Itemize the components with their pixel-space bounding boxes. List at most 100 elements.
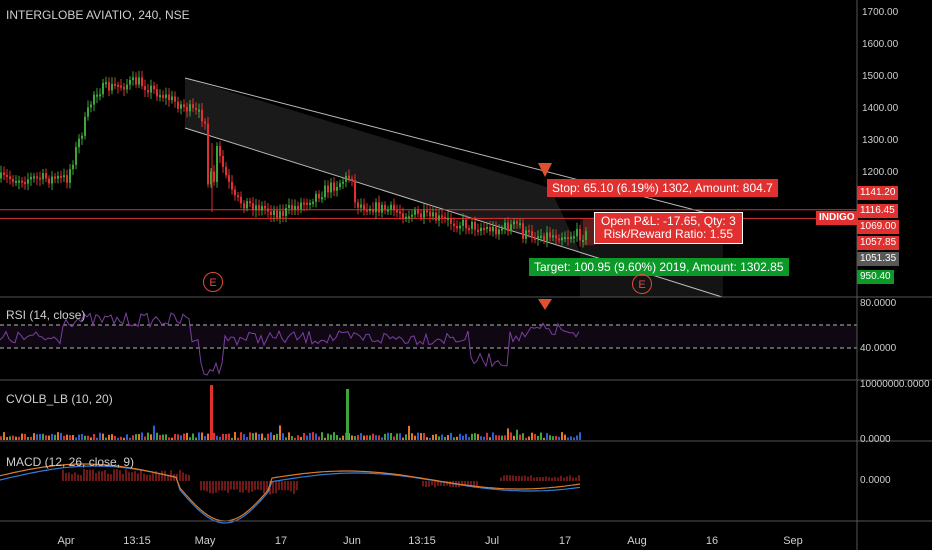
volume-bar <box>564 434 566 440</box>
volume-bar <box>24 433 26 440</box>
volume-bar <box>546 433 548 440</box>
candle-body <box>294 205 296 210</box>
volume-bar <box>558 436 560 440</box>
candle-body <box>309 202 311 205</box>
candle-body <box>63 175 65 178</box>
candle-body <box>84 116 86 136</box>
candle-body <box>282 211 284 216</box>
candle-body <box>96 94 98 97</box>
candle-body <box>171 96 173 101</box>
volume-bar <box>195 437 197 440</box>
pnl-line-1: Open P&L: -17.65, Qty: 3 <box>601 214 736 228</box>
target-label[interactable]: Target: 100.95 (9.60%) 2019, Amount: 130… <box>529 258 789 276</box>
volume-bar <box>465 433 467 440</box>
volume-bar <box>270 432 272 440</box>
candle-body <box>423 210 425 218</box>
time-tick: 17 <box>274 535 288 547</box>
volume-bar <box>183 433 185 440</box>
rsi-tick: 80.0000 <box>860 298 897 309</box>
candle-body <box>492 226 494 232</box>
candle-body <box>567 237 569 240</box>
volume-bar <box>405 434 407 440</box>
candle-body <box>36 176 38 179</box>
candle-body <box>543 235 545 241</box>
candle-body <box>348 175 350 179</box>
volume-bar <box>513 435 515 440</box>
symbol-badge[interactable]: INDIGO <box>816 211 858 225</box>
volume-bar <box>408 425 410 440</box>
earnings-event-marker[interactable]: E <box>203 272 223 292</box>
candle-body <box>99 94 101 97</box>
time-tick: 13:15 <box>123 535 151 547</box>
candle-body <box>456 225 458 229</box>
candle-body <box>210 171 212 185</box>
candle-body <box>495 226 497 235</box>
volume-bar <box>12 435 14 440</box>
volume-bar <box>156 432 158 440</box>
volume-bar <box>291 436 293 440</box>
volume-bar <box>336 435 338 440</box>
volume-bar <box>63 435 65 440</box>
candle-body <box>381 204 383 213</box>
volume-bar <box>168 437 170 440</box>
volume-bar <box>450 432 452 440</box>
volume-bar <box>120 436 122 440</box>
earnings-event-marker[interactable]: E <box>632 274 652 294</box>
volume-bar <box>372 433 374 440</box>
macd-tick: 0.0000 <box>860 475 891 486</box>
candle-body <box>387 209 389 212</box>
volume-bar <box>135 434 137 440</box>
volume-bar <box>507 428 509 440</box>
candle-body <box>102 82 104 95</box>
volume-bar <box>39 433 41 440</box>
pnl-box[interactable]: Open P&L: -17.65, Qty: 3 Risk/Reward Rat… <box>594 212 743 244</box>
candle-body <box>192 104 194 108</box>
volume-spike <box>210 385 213 440</box>
volume-bar <box>519 434 521 440</box>
candle-body <box>129 79 131 85</box>
volume-bar <box>162 434 164 440</box>
candle-body <box>438 215 440 221</box>
volume-bar <box>342 435 344 440</box>
volume-bar <box>192 433 194 440</box>
volume-bar <box>129 437 131 440</box>
candle-body <box>447 218 449 221</box>
candle-body <box>51 176 53 184</box>
stop-label[interactable]: Stop: 65.10 (6.19%) 1302, Amount: 804.7 <box>547 179 778 197</box>
volume-bar <box>351 435 353 440</box>
candle-body <box>510 224 512 232</box>
candle-body <box>198 109 200 112</box>
volume-bar <box>435 434 437 440</box>
candle-body <box>558 238 560 241</box>
volume-bar <box>258 433 260 440</box>
candle-body <box>360 204 362 208</box>
candle-body <box>66 175 68 183</box>
candle-body <box>21 180 23 183</box>
candle-body <box>489 226 491 232</box>
volume-bar <box>51 433 53 440</box>
candle-body <box>486 226 488 229</box>
candle-body <box>195 107 197 110</box>
volume-bar <box>78 434 80 440</box>
volume-bar <box>528 436 530 440</box>
candle-body <box>150 85 152 93</box>
volume-bar <box>237 437 239 440</box>
candle-body <box>174 96 176 102</box>
volume-bar <box>300 436 302 440</box>
candle-body <box>81 135 83 139</box>
chart-title: INTERGLOBE AVIATIO, 240, NSE <box>6 8 190 22</box>
candle-body <box>186 106 188 112</box>
candle-body <box>144 86 146 91</box>
volume-bar <box>150 434 152 440</box>
candle-body <box>324 185 326 198</box>
volume-bar <box>30 436 32 440</box>
volume-bar <box>399 433 401 440</box>
volume-bar <box>177 434 179 440</box>
candle-body <box>561 237 563 241</box>
volume-bar <box>477 434 479 440</box>
candle-body <box>27 179 29 184</box>
candle-body <box>513 221 515 225</box>
candle-body <box>141 77 143 87</box>
volume-bar <box>189 437 191 440</box>
